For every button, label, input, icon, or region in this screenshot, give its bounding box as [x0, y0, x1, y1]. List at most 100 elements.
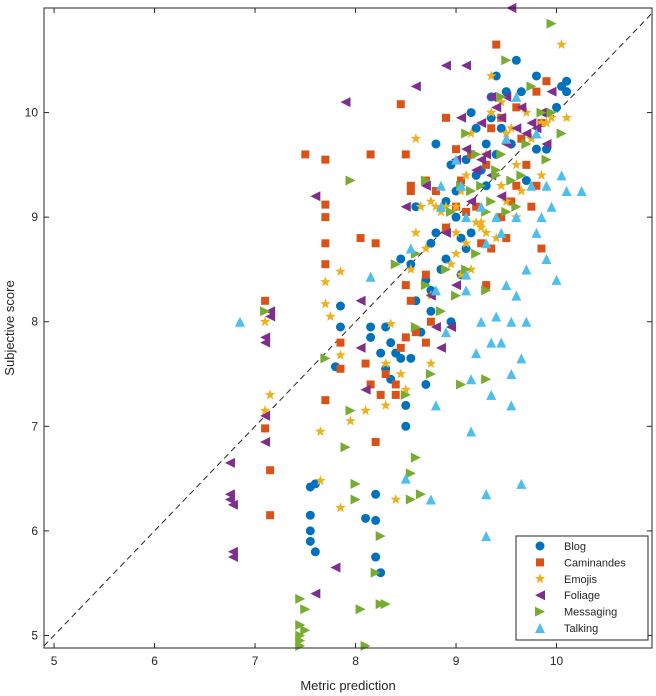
data-point-caminandes	[532, 181, 541, 190]
data-point-caminandes	[321, 396, 330, 405]
data-point-caminandes	[421, 270, 430, 279]
data-point-messaging	[461, 264, 472, 275]
data-point-messaging	[405, 468, 416, 479]
data-point-blog	[481, 181, 491, 191]
data-point-messaging	[435, 306, 446, 317]
data-point-messaging	[300, 625, 311, 636]
data-point-blog	[335, 322, 345, 332]
legend-marker-emojis	[534, 573, 546, 584]
data-point-caminandes	[376, 390, 385, 399]
data-point-foliage	[265, 311, 276, 322]
legend-box	[515, 535, 649, 641]
legend-marker-talking	[535, 623, 545, 633]
data-point-caminandes	[321, 200, 330, 209]
data-point-emojis	[485, 107, 497, 118]
data-point-messaging	[260, 306, 271, 317]
data-point-blog	[466, 228, 476, 238]
data-point-emojis	[496, 180, 507, 191]
data-point-talking	[461, 269, 472, 280]
x-tick-label: 7	[252, 654, 259, 668]
data-point-emojis	[345, 415, 356, 426]
data-point-blog	[531, 144, 541, 154]
data-point-blog	[496, 123, 506, 133]
legend-label-caminandes: Caminandes	[564, 557, 626, 569]
data-point-blog	[552, 102, 562, 112]
data-point-foliage	[355, 342, 366, 353]
data-point-foliage	[496, 112, 507, 123]
x-tick-label: 5	[51, 654, 58, 668]
data-point-talking	[466, 374, 477, 385]
data-point-emojis	[455, 269, 467, 280]
data-point-talking	[486, 337, 497, 348]
x-tick-label: 10	[550, 654, 564, 668]
data-point-talking	[506, 400, 517, 411]
data-point-talking	[481, 531, 492, 542]
data-point-caminandes	[532, 87, 541, 96]
data-point-caminandes	[522, 160, 531, 169]
data-point-emojis	[425, 195, 437, 206]
data-point-caminandes	[431, 187, 440, 196]
data-point-caminandes	[401, 150, 410, 159]
data-point-emojis	[400, 384, 412, 395]
data-point-caminandes	[537, 244, 546, 253]
data-point-messaging	[546, 107, 557, 118]
data-point-caminandes	[321, 213, 330, 222]
data-point-talking	[435, 180, 446, 191]
data-point-foliage	[541, 138, 552, 149]
legend: Blog Caminandes Emojis Foliage Messaging Talk…	[515, 535, 649, 641]
data-point-caminandes	[366, 150, 375, 159]
data-point-blog	[562, 76, 572, 86]
data-point-messaging	[420, 175, 431, 186]
data-point-messaging	[556, 128, 567, 139]
data-point-messaging	[410, 452, 421, 463]
data-point-blog	[310, 547, 320, 557]
data-point-emojis	[516, 185, 527, 196]
data-point-blog	[371, 515, 381, 525]
data-point-caminandes	[391, 390, 400, 399]
data-point-talking	[501, 133, 512, 144]
data-point-emojis	[425, 358, 437, 369]
data-point-caminandes	[381, 370, 390, 379]
data-point-emojis	[511, 159, 522, 170]
data-point-emojis	[380, 358, 391, 369]
data-point-foliage	[400, 201, 411, 212]
data-point-caminandes	[482, 281, 491, 290]
data-point-blog	[406, 353, 416, 363]
legend-marker-blog	[535, 541, 545, 551]
data-point-emojis	[315, 475, 326, 486]
data-point-caminandes	[421, 338, 430, 347]
data-point-talking	[501, 280, 512, 291]
data-point-talking	[476, 316, 487, 327]
data-point-foliage	[430, 321, 441, 332]
legend-label-messaging: Messaging	[564, 607, 617, 619]
y-tick-label: 7	[31, 419, 38, 433]
data-point-emojis	[460, 237, 472, 248]
data-point-talking	[506, 369, 517, 380]
data-point-messaging	[375, 531, 386, 542]
data-point-messaging	[405, 494, 416, 505]
data-point-caminandes	[266, 511, 275, 520]
data-point-caminandes	[356, 234, 365, 243]
data-point-caminandes	[261, 296, 270, 305]
series-blog	[305, 55, 572, 578]
data-point-blog	[511, 55, 521, 65]
data-point-messaging	[506, 175, 517, 186]
data-point-foliage	[481, 149, 492, 160]
data-point-talking	[456, 180, 467, 191]
y-axis-label: Subjective score	[2, 280, 17, 375]
data-point-messaging	[511, 201, 522, 212]
data-point-talking	[521, 264, 532, 275]
data-point-talking	[466, 426, 477, 437]
legend-marker-foliage	[535, 590, 545, 601]
data-point-talking	[556, 170, 567, 181]
data-point-emojis	[501, 127, 512, 138]
y-axis-ticks: 5 6 7 8 9 10	[25, 106, 652, 642]
data-point-emojis	[335, 502, 346, 513]
data-point-messaging	[295, 635, 306, 646]
data-point-caminandes	[396, 100, 405, 109]
data-point-foliage	[360, 384, 371, 395]
data-point-foliage	[526, 118, 537, 129]
data-point-caminandes	[391, 380, 400, 389]
data-point-foliage	[456, 112, 467, 123]
data-point-emojis	[360, 405, 371, 416]
